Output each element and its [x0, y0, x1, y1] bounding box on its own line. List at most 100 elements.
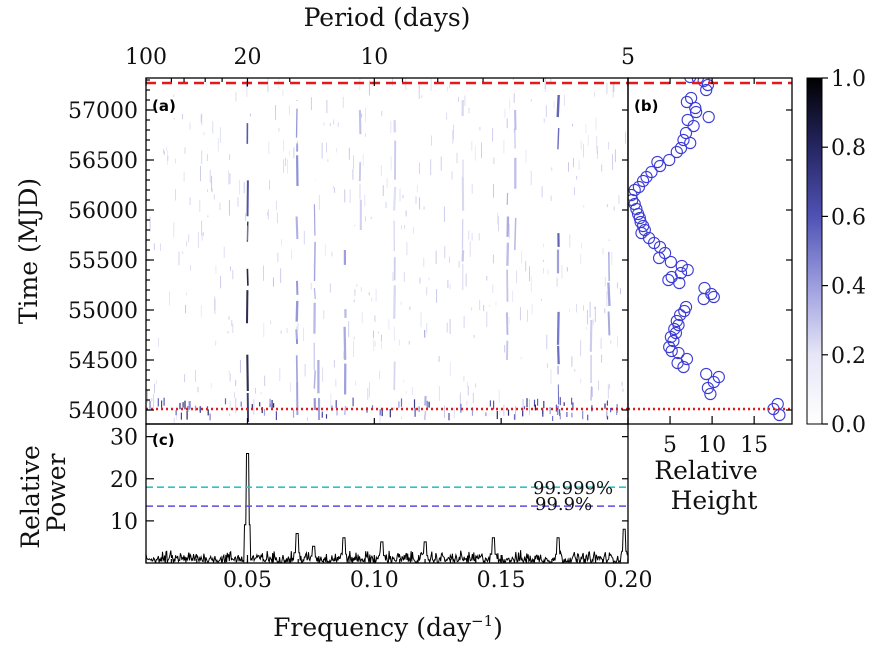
power-tick-label: 30 — [110, 426, 138, 451]
height-point — [697, 78, 710, 88]
x-axis-title-exponent: −1 — [471, 612, 493, 630]
heat-streak-11 — [556, 405, 559, 416]
heatmap-streaks — [146, 78, 626, 424]
height-point — [670, 145, 683, 159]
panel-b-reference-lines — [628, 81, 792, 411]
height-point — [698, 281, 711, 295]
height-point — [665, 344, 678, 358]
panel-a-background — [146, 78, 628, 424]
height-point — [705, 287, 718, 301]
height-point — [702, 110, 715, 124]
y-axis-title-time: Time (MJD) — [14, 178, 43, 324]
freq-tick-label: 0.15 — [477, 568, 526, 593]
height-point — [701, 381, 715, 395]
heat-streak-12 — [590, 386, 593, 401]
freq-tick-label: 0.10 — [350, 568, 399, 593]
y-axis-title-power-line1: Relative — [16, 445, 45, 548]
height-point — [630, 202, 643, 216]
heat-streak-2 — [313, 370, 316, 389]
height-point — [645, 165, 658, 179]
height-point — [672, 318, 685, 332]
x-axis-title-base: Frequency (day — [273, 613, 472, 642]
height-point — [633, 211, 646, 225]
heat-streak-8 — [461, 250, 465, 262]
x-axis-title-relative-height-line2: Height — [671, 486, 758, 515]
y-axis-title-power-line2: Power — [42, 453, 71, 532]
heat-streak-9 — [506, 312, 509, 335]
height-point — [697, 292, 710, 306]
height-point — [667, 334, 680, 348]
heat-streak-9 — [506, 242, 510, 266]
heat-streak-5 — [358, 109, 362, 135]
panel-b: (b) — [628, 78, 792, 422]
x-axis-title-frequency: Frequency (day−1) — [273, 612, 503, 642]
colorbar-tick-label: 0.4 — [831, 275, 866, 300]
heat-streak-6 — [393, 186, 397, 211]
height-point — [663, 153, 676, 167]
height-point — [681, 113, 694, 127]
period-tick-label: 20 — [233, 45, 261, 70]
height-point — [704, 387, 717, 401]
heat-streak-2 — [313, 204, 316, 236]
colorbar: 0.0 0.2 0.4 0.6 0.8 1.0 — [806, 67, 866, 438]
height-point — [673, 276, 686, 290]
height-tick-label: 15 — [740, 433, 768, 458]
height-point — [632, 180, 646, 194]
height-point — [689, 101, 702, 115]
threshold-label-99999: 99.999% — [533, 478, 613, 499]
height-point — [651, 155, 664, 169]
x-axis-title-relative-height-line1: Relative — [654, 456, 757, 485]
threshold-label-999: 99.9% — [535, 494, 592, 515]
height-point — [701, 78, 715, 92]
heat-streak-1 — [295, 216, 299, 240]
panel-a-tag: (a) — [152, 97, 176, 115]
heat-streak-11 — [556, 94, 560, 118]
time-tick-label: 55500 — [68, 249, 138, 274]
colorbar-gradient — [806, 77, 823, 425]
height-point — [628, 188, 638, 202]
panel-c-frame — [145, 423, 629, 564]
time-tick-label: 54000 — [68, 399, 138, 424]
freq-tick-label: 0.05 — [223, 568, 272, 593]
time-tick-label: 54500 — [68, 349, 138, 374]
panel-b-frame — [627, 77, 793, 425]
height-point — [687, 119, 700, 133]
height-point — [662, 273, 675, 287]
panel-a: (a) — [146, 78, 628, 424]
x-axis-title-close: ) — [493, 613, 503, 642]
panel-a-reference-lines — [146, 81, 628, 411]
height-point — [677, 360, 690, 374]
significance-lines — [146, 486, 628, 507]
heat-streak-0 — [246, 268, 249, 286]
time-tick-label: 55000 — [68, 299, 138, 324]
period-tick-label: 10 — [360, 45, 388, 70]
heat-streak-4 — [343, 405, 347, 416]
colorbar-ticks: 0.0 0.2 0.4 0.6 0.8 1.0 — [822, 67, 866, 438]
height-point — [677, 133, 690, 147]
height-point — [652, 251, 666, 265]
heat-streak-1 — [295, 300, 299, 322]
heat-streak-1 — [295, 108, 298, 138]
height-point — [712, 370, 725, 384]
colorbar-tick-label: 0.2 — [831, 344, 866, 369]
height-point — [678, 304, 691, 318]
height-point — [700, 367, 713, 381]
height-tick-label: 10 — [698, 433, 726, 458]
heat-streak-6 — [393, 361, 396, 391]
heat-streak-11 — [557, 127, 560, 150]
freq-tick-label: 0.20 — [604, 568, 653, 593]
heat-streak-4 — [343, 326, 347, 360]
height-point — [681, 263, 694, 277]
panel-c: 99.999% 99.9% (c) — [146, 431, 628, 563]
period-tick-label: 100 — [125, 45, 167, 70]
time-tick-label: 56000 — [68, 199, 138, 224]
colorbar-tick-label: 0.6 — [831, 205, 866, 230]
heat-streak-11 — [556, 311, 560, 345]
power-spectrum-line — [146, 453, 628, 563]
height-point — [700, 83, 713, 97]
height-point — [640, 170, 653, 184]
height-point — [674, 141, 688, 155]
axis-ticks: 0.05 0.10 0.15 0.20 100 20 10 5 54000 54500 55000 5… — [68, 45, 792, 593]
heat-streak-11 — [556, 345, 560, 365]
